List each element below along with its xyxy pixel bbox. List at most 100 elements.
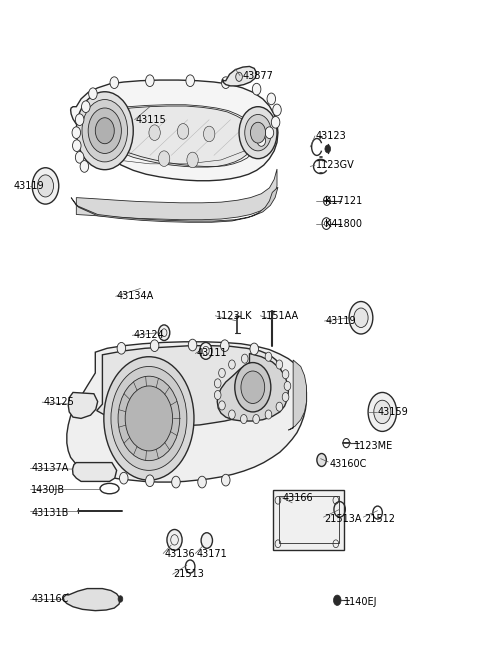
Text: 21513: 21513: [174, 569, 204, 579]
Circle shape: [251, 122, 265, 143]
Bar: [273, 490, 344, 550]
Circle shape: [257, 135, 265, 146]
Polygon shape: [222, 66, 257, 86]
Circle shape: [325, 145, 331, 153]
Text: 21513A: 21513A: [324, 514, 362, 524]
Circle shape: [120, 472, 128, 484]
Circle shape: [104, 357, 194, 480]
Circle shape: [236, 72, 242, 81]
Circle shape: [117, 343, 126, 354]
Text: K41800: K41800: [325, 219, 362, 229]
Polygon shape: [63, 589, 120, 610]
Polygon shape: [76, 169, 277, 219]
Text: 43119: 43119: [13, 181, 44, 191]
Circle shape: [215, 390, 221, 400]
Circle shape: [271, 117, 280, 128]
Circle shape: [204, 126, 215, 141]
Text: 1123LK: 1123LK: [216, 311, 253, 321]
Circle shape: [317, 453, 326, 466]
Circle shape: [186, 75, 194, 86]
Circle shape: [82, 101, 90, 113]
Circle shape: [276, 360, 283, 369]
Circle shape: [125, 386, 173, 451]
Circle shape: [282, 392, 289, 402]
Circle shape: [89, 88, 97, 100]
Circle shape: [241, 371, 264, 403]
Polygon shape: [68, 392, 97, 419]
Circle shape: [158, 151, 170, 166]
Circle shape: [75, 114, 84, 126]
Circle shape: [118, 376, 180, 460]
Text: 43131B: 43131B: [31, 508, 69, 517]
Text: 21512: 21512: [364, 514, 396, 524]
Circle shape: [149, 125, 160, 140]
Circle shape: [239, 107, 277, 159]
Circle shape: [188, 339, 197, 351]
Polygon shape: [288, 360, 306, 430]
Polygon shape: [72, 462, 117, 481]
Circle shape: [253, 415, 260, 424]
Circle shape: [368, 392, 396, 432]
Circle shape: [282, 369, 289, 379]
Circle shape: [76, 92, 133, 170]
Text: 43125: 43125: [43, 397, 74, 407]
Circle shape: [178, 124, 189, 139]
Circle shape: [150, 340, 159, 352]
Circle shape: [245, 115, 271, 151]
Circle shape: [200, 343, 212, 360]
Circle shape: [265, 127, 274, 138]
Circle shape: [145, 475, 154, 487]
Text: 43877: 43877: [242, 71, 273, 81]
Polygon shape: [94, 106, 253, 167]
Text: 43171: 43171: [196, 548, 227, 559]
Circle shape: [228, 360, 235, 369]
Circle shape: [334, 595, 341, 605]
Text: 43123: 43123: [316, 131, 347, 141]
Text: 43111: 43111: [196, 348, 227, 358]
Polygon shape: [71, 80, 278, 181]
Text: 43166: 43166: [283, 493, 313, 502]
Polygon shape: [96, 346, 282, 426]
Circle shape: [75, 151, 84, 163]
Text: 43115: 43115: [136, 115, 167, 124]
Circle shape: [265, 352, 272, 362]
Text: 1123GV: 1123GV: [316, 160, 355, 170]
Circle shape: [37, 175, 54, 197]
Circle shape: [241, 354, 248, 364]
Text: 1151AA: 1151AA: [261, 311, 300, 321]
Text: 43134A: 43134A: [117, 291, 154, 301]
Text: 43159: 43159: [378, 407, 408, 417]
Text: 1430JB: 1430JB: [31, 485, 65, 495]
Circle shape: [250, 343, 259, 355]
Circle shape: [158, 325, 170, 341]
Circle shape: [220, 340, 229, 352]
Text: 43137A: 43137A: [31, 464, 69, 474]
Circle shape: [265, 410, 272, 419]
Circle shape: [354, 308, 368, 328]
Circle shape: [221, 474, 230, 486]
Circle shape: [96, 118, 114, 143]
Circle shape: [219, 401, 225, 410]
Text: 1123ME: 1123ME: [354, 441, 393, 451]
Text: 43119: 43119: [325, 316, 356, 326]
Circle shape: [145, 75, 154, 86]
Circle shape: [228, 410, 235, 419]
Polygon shape: [217, 354, 288, 421]
Text: 43116C: 43116C: [31, 594, 69, 604]
Text: 43160C: 43160C: [329, 459, 367, 469]
Text: 43136: 43136: [164, 548, 195, 559]
Circle shape: [32, 168, 59, 204]
Circle shape: [198, 476, 206, 488]
Circle shape: [167, 529, 182, 550]
Circle shape: [374, 400, 391, 424]
Circle shape: [187, 152, 198, 168]
Circle shape: [240, 415, 247, 424]
Circle shape: [82, 100, 128, 162]
Circle shape: [219, 368, 225, 377]
Circle shape: [349, 301, 373, 334]
Bar: [279, 496, 339, 543]
Circle shape: [267, 93, 276, 105]
Circle shape: [284, 381, 291, 390]
Polygon shape: [71, 187, 278, 222]
Circle shape: [221, 77, 230, 88]
